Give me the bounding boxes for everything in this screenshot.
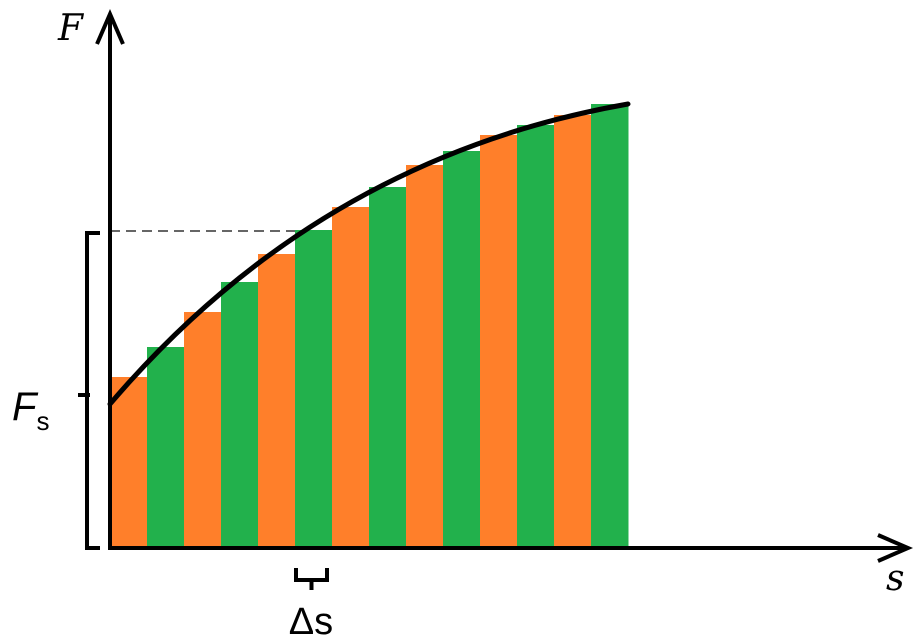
bar-12 xyxy=(517,125,555,548)
fs-label-main: F xyxy=(12,385,39,429)
force-curve xyxy=(107,101,631,407)
bar-7 xyxy=(332,207,370,548)
fs-label-sub: s xyxy=(36,406,49,436)
bar-4 xyxy=(221,282,259,548)
bar-13 xyxy=(554,115,592,548)
bar-8 xyxy=(369,187,407,548)
bar-14 xyxy=(591,104,629,548)
bar-6 xyxy=(295,230,333,548)
bar-group xyxy=(110,104,629,548)
bar-11 xyxy=(480,135,518,548)
y-axis-arrowhead xyxy=(95,8,125,45)
bar-1 xyxy=(110,377,148,548)
delta-s-label: Δs xyxy=(289,601,333,640)
bar-5 xyxy=(258,254,296,548)
fs-bracket xyxy=(85,231,100,550)
fs-label: Fs xyxy=(12,385,49,436)
bar-10 xyxy=(443,151,481,548)
y-axis-label: F xyxy=(57,8,85,49)
x-axis-label: s xyxy=(886,558,904,599)
bar-2 xyxy=(147,347,185,548)
delta-s-brace xyxy=(294,568,329,582)
x-axis-arrowhead xyxy=(877,533,914,563)
bar-3 xyxy=(184,312,222,548)
bar-9 xyxy=(406,165,444,548)
